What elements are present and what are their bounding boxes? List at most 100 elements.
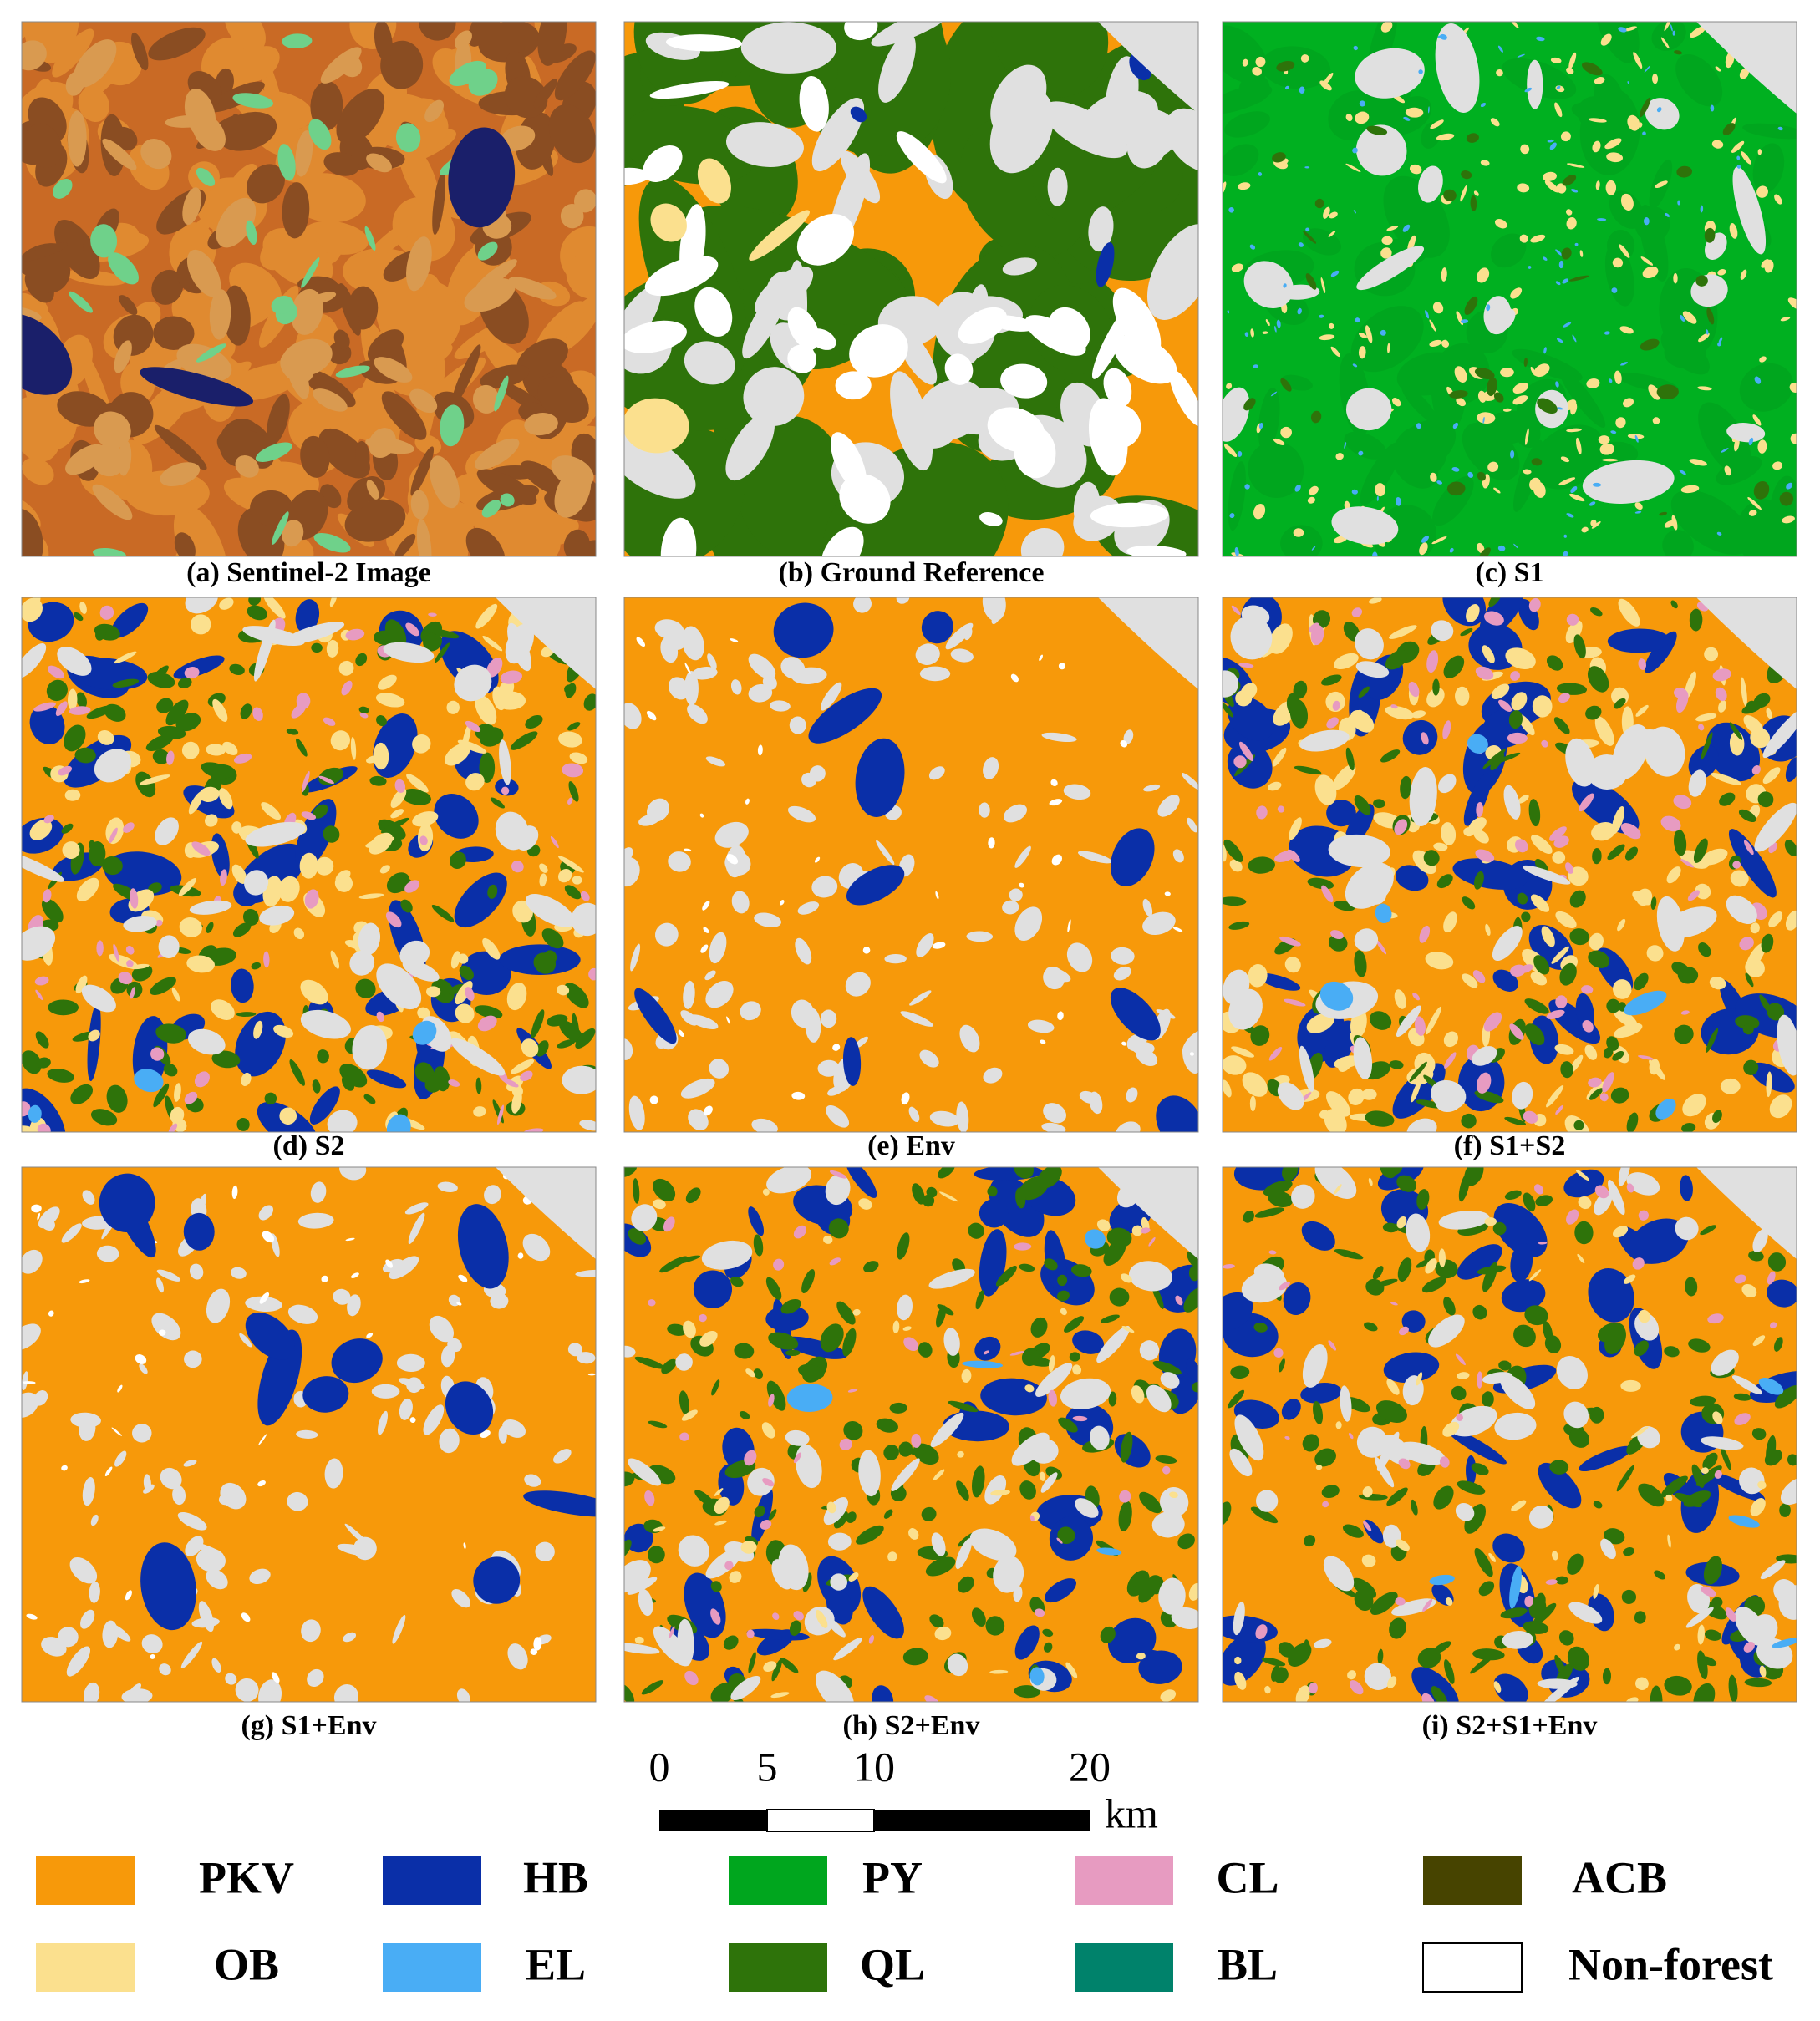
map-patch: [933, 1469, 945, 1480]
map-patch: [1530, 894, 1550, 912]
map-patch: [440, 1345, 455, 1368]
map-patch: [921, 611, 953, 644]
map-patch: [1680, 1175, 1693, 1201]
map-patch: [709, 1059, 730, 1079]
map-patch: [184, 1091, 198, 1104]
map-patch: [1365, 1278, 1385, 1296]
map-patch: [1493, 1203, 1548, 1257]
map-patch: [123, 916, 157, 932]
map-patch: [1560, 1061, 1573, 1079]
map-patch: [1375, 1400, 1407, 1423]
map-patch: [1620, 1379, 1641, 1392]
map-patch: [1425, 1258, 1437, 1274]
map-patch: [1758, 1378, 1784, 1395]
map-patch: [1338, 1059, 1351, 1072]
map-patch: [220, 1482, 247, 1510]
map-patch: [1613, 1226, 1629, 1238]
map-patch: [1665, 906, 1717, 938]
map-patch: [508, 277, 557, 300]
map-patch: [839, 1438, 852, 1450]
map-patch: [1488, 597, 1502, 607]
map-patch: [240, 703, 252, 719]
map-patch: [748, 1206, 765, 1236]
map-patch: [1079, 1090, 1098, 1104]
map-patch: [367, 329, 404, 363]
map-patch: [785, 1349, 801, 1356]
map-patch: [121, 1688, 153, 1702]
map-patch: [1472, 970, 1486, 983]
map-patch: [1733, 1393, 1751, 1401]
map-patch: [1014, 906, 1043, 942]
map-patch: [704, 970, 716, 981]
map-patch: [310, 1181, 327, 1203]
map-patch: [1411, 1079, 1421, 1103]
map-patch: [1566, 428, 1582, 433]
map-patch: [935, 891, 939, 900]
map-patch: [945, 622, 974, 650]
map-patch: [730, 638, 739, 642]
map-patch: [1192, 1382, 1198, 1393]
map-patch: [1142, 911, 1176, 936]
map-patch: [1309, 1682, 1318, 1694]
map-patch: [409, 1417, 416, 1423]
map-patch: [1363, 1521, 1372, 1531]
map-patch: [772, 1612, 780, 1620]
map-patch: [64, 724, 86, 752]
map-patch: [239, 1333, 252, 1348]
map-patch: [1620, 193, 1634, 211]
map-patch: [1618, 598, 1640, 627]
map-patch: [1443, 189, 1457, 201]
map-patch: [1355, 661, 1390, 678]
map-patch: [1736, 165, 1741, 169]
map-patch: [1358, 450, 1364, 456]
map-patch: [863, 1261, 879, 1273]
map-patch: [1342, 1524, 1364, 1538]
map-patch: [1750, 728, 1771, 749]
map-patch: [1234, 1414, 1264, 1461]
map-patch: [1230, 615, 1273, 660]
map-patch: [1131, 1041, 1155, 1055]
map-patch: [282, 33, 313, 49]
map-patch: [1063, 784, 1091, 800]
map-patch: [241, 1612, 251, 1622]
map-patch: [235, 1678, 259, 1702]
map-patch: [1461, 1113, 1477, 1129]
map-patch: [190, 614, 211, 635]
map-patch: [477, 1015, 497, 1032]
map-patch: [1482, 416, 1485, 424]
map-patch: [1463, 773, 1492, 826]
map-patch: [1450, 1405, 1497, 1437]
map-patch: [569, 752, 588, 764]
map-patch: [355, 440, 370, 471]
map-patch: [329, 597, 338, 607]
map-patch: [1532, 695, 1553, 718]
map-patch: [300, 979, 328, 1005]
map-patch: [154, 424, 207, 470]
map-patch: [682, 626, 704, 661]
map-patch: [326, 639, 339, 658]
map-patch: [1421, 1277, 1447, 1293]
map-patch: [296, 738, 308, 757]
map-patch: [1512, 382, 1528, 394]
map-patch: [1231, 605, 1241, 615]
map-patch: [1227, 741, 1273, 789]
map-patch: [1223, 1501, 1232, 1526]
map-patch: [1182, 1042, 1198, 1074]
map-patch: [1268, 623, 1293, 654]
map-patch: [1558, 367, 1606, 428]
map-patch: [746, 1629, 755, 1638]
map-patch: [1638, 1309, 1650, 1323]
map-patch: [1787, 297, 1797, 311]
map-patch: [1256, 1490, 1279, 1512]
map-patch: [1772, 1638, 1797, 1648]
map-patch: [366, 153, 392, 173]
map-patch: [1319, 334, 1335, 341]
map-patch: [1386, 1487, 1408, 1506]
map-patch: [955, 1538, 973, 1570]
map-patch: [500, 493, 515, 507]
map-patch: [1620, 362, 1629, 366]
map-patch: [211, 1658, 221, 1673]
map-patch: [1223, 1055, 1247, 1075]
map-patch: [770, 1692, 790, 1699]
map-patch: [1036, 1167, 1062, 1189]
